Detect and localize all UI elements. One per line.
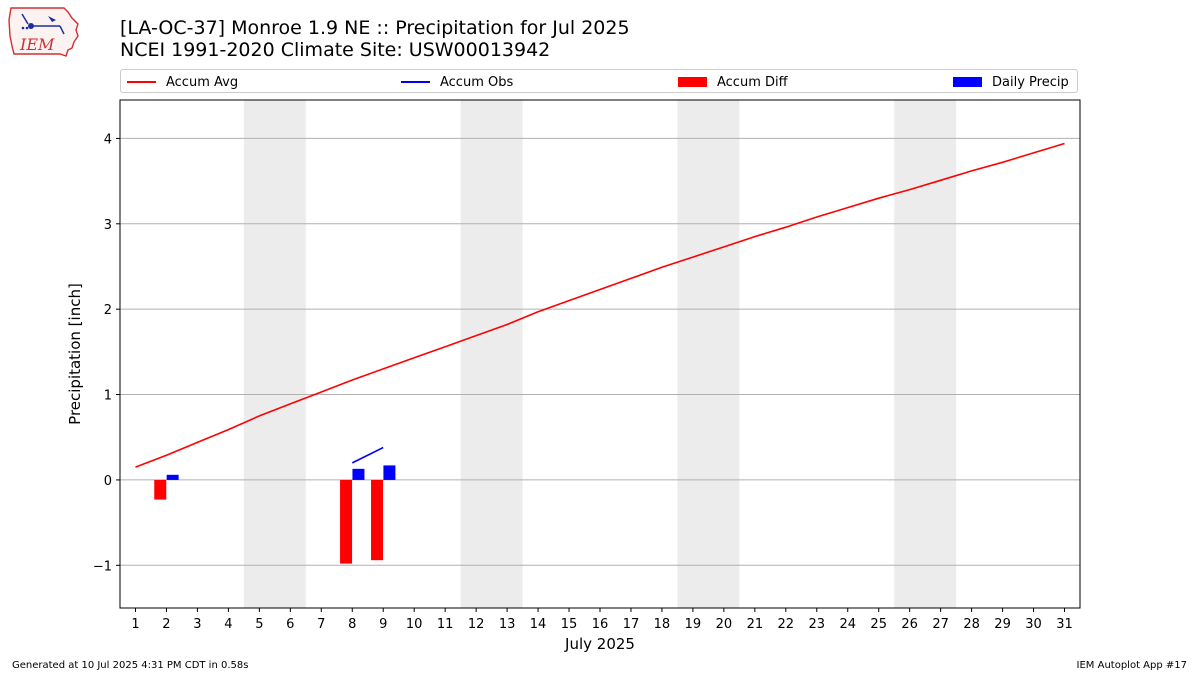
accum-diff-bar-day-8 xyxy=(340,479,353,564)
chart-legend: Accum Avg Accum Obs Accum Diff Daily Pre… xyxy=(120,69,1078,93)
x-axis-label: July 2025 xyxy=(564,635,635,653)
x-tick-label-4: 4 xyxy=(224,617,232,632)
x-tick-label-6: 6 xyxy=(286,617,294,632)
x-tick-label-30: 30 xyxy=(1025,617,1042,632)
legend-item-daily-precip: Daily Precip xyxy=(953,74,1069,90)
y-tick-label-1: 1 xyxy=(104,389,112,404)
weekend-shading xyxy=(243,100,957,608)
legend-label-accum-obs: Accum Obs xyxy=(440,74,514,90)
y-tick-label-4: 4 xyxy=(104,132,112,147)
title-line-1: [LA-OC-37] Monroe 1.9 NE :: Precipitatio… xyxy=(120,17,630,39)
x-tick-label-10: 10 xyxy=(406,617,423,632)
logo-text: IEM xyxy=(19,35,55,54)
x-tick-label-19: 19 xyxy=(685,617,702,632)
legend-swatch-accum-obs xyxy=(401,81,430,83)
x-tick-label-27: 27 xyxy=(932,617,949,632)
x-tick-label-23: 23 xyxy=(809,617,826,632)
x-tick-label-13: 13 xyxy=(499,617,516,632)
weekend-band-1 xyxy=(243,100,306,608)
series-lines xyxy=(135,142,1065,468)
x-tick-label-5: 5 xyxy=(255,617,263,632)
y-axis-label: Precipitation [inch] xyxy=(66,283,84,425)
y-tick-label-3: 3 xyxy=(104,218,112,233)
x-tick-label-9: 9 xyxy=(379,617,387,632)
y-tick-label--1: −1 xyxy=(93,559,112,574)
x-tick-label-1: 1 xyxy=(131,617,139,632)
title-line-2: NCEI 1991-2020 Climate Site: USW00013942 xyxy=(120,39,551,61)
x-tick-label-28: 28 xyxy=(963,617,980,632)
footer-app: IEM Autoplot App #17 xyxy=(1076,660,1187,671)
footer-generated: Generated at 10 Jul 2025 4:31 PM CDT in … xyxy=(12,660,249,671)
axis-ticks: 1 2 3 4 5 6 7 8 9 10 11 12 13 14 15 16 17 18 19 20 21 22 23 24 2… xyxy=(93,132,1073,632)
x-tick-label-18: 18 xyxy=(654,617,671,632)
y-tick-label-2: 2 xyxy=(104,303,112,318)
legend-swatch-daily-precip xyxy=(953,77,982,87)
x-tick-label-2: 2 xyxy=(162,617,170,632)
x-tick-label-29: 29 xyxy=(994,617,1011,632)
x-tick-label-31: 31 xyxy=(1056,617,1073,632)
daily-precip-bar-day-9 xyxy=(383,465,396,480)
x-tick-label-8: 8 xyxy=(348,617,356,632)
weekend-band-4 xyxy=(894,100,957,608)
accum-avg-line xyxy=(135,142,1065,468)
legend-item-accum-diff: Accum Diff xyxy=(678,74,788,90)
legend-swatch-accum-avg xyxy=(127,81,156,83)
x-tick-label-3: 3 xyxy=(193,617,201,632)
bars xyxy=(154,465,396,564)
x-tick-label-26: 26 xyxy=(901,617,918,632)
x-tick-label-25: 25 xyxy=(870,617,887,632)
x-tick-label-17: 17 xyxy=(623,617,640,632)
legend-label-accum-diff: Accum Diff xyxy=(717,74,788,90)
legend-label-accum-avg: Accum Avg xyxy=(166,74,239,90)
x-tick-label-12: 12 xyxy=(468,617,485,632)
x-tick-label-24: 24 xyxy=(839,617,856,632)
legend-label-daily-precip: Daily Precip xyxy=(992,74,1069,90)
grid-lines xyxy=(120,137,1080,566)
daily-precip-bar-day-2 xyxy=(166,474,179,480)
iem-logo: IEM xyxy=(8,7,79,57)
x-tick-label-14: 14 xyxy=(530,617,547,632)
x-tick-label-20: 20 xyxy=(716,617,733,632)
accum-diff-bar-day-9 xyxy=(371,479,384,561)
legend-item-accum-obs: Accum Obs xyxy=(401,74,513,90)
accum-diff-bar-day-2 xyxy=(154,479,167,500)
legend-swatch-accum-diff xyxy=(678,77,707,87)
x-tick-label-16: 16 xyxy=(592,617,609,632)
weekend-band-2 xyxy=(460,100,523,608)
y-tick-label-0: 0 xyxy=(104,474,112,489)
accum-obs-line xyxy=(351,446,384,464)
x-tick-label-22: 22 xyxy=(778,617,795,632)
x-tick-label-21: 21 xyxy=(747,617,764,632)
daily-precip-bar-day-8 xyxy=(352,468,365,480)
x-tick-label-15: 15 xyxy=(561,617,578,632)
x-tick-label-7: 7 xyxy=(317,617,325,632)
legend-item-accum-avg: Accum Avg xyxy=(127,74,238,90)
weekend-band-3 xyxy=(677,100,740,608)
x-tick-label-11: 11 xyxy=(437,617,454,632)
chart-title: [LA-OC-37] Monroe 1.9 NE :: Precipitatio… xyxy=(120,17,630,61)
